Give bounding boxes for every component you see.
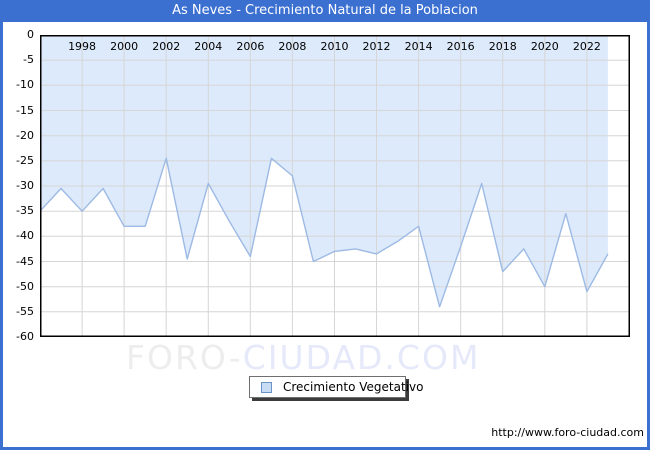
watermark: FORO-CIUDAD.COM xyxy=(126,338,480,377)
x-tick-label: 2008 xyxy=(278,40,307,53)
x-tick-label: 2012 xyxy=(362,40,391,53)
legend-label: Crecimiento Vegetativo xyxy=(283,380,424,394)
data-line xyxy=(40,157,609,308)
x-tick-label: 2014 xyxy=(404,40,433,53)
y-tick-label: -50 xyxy=(16,279,34,293)
x-tick-label: 2020 xyxy=(530,40,559,53)
y-tick-label: -5 xyxy=(23,53,34,67)
y-tick-label: -15 xyxy=(16,103,34,117)
area-fill-shape xyxy=(40,35,608,307)
x-tick-label: 2002 xyxy=(152,40,181,53)
y-tick-label: -35 xyxy=(16,204,34,218)
data-line-path xyxy=(40,157,609,308)
y-tick-label: -10 xyxy=(16,78,34,92)
y-tick-label: -60 xyxy=(16,330,34,343)
y-tick-label: -30 xyxy=(16,179,34,192)
legend-swatch-icon xyxy=(261,381,272,393)
x-tick-label: 1998 xyxy=(68,40,97,53)
x-tick-label: 2000 xyxy=(110,40,139,53)
x-tick-label: 2022 xyxy=(572,40,601,53)
chart-title: As Neves - Crecimiento Natural de la Pob… xyxy=(0,0,650,22)
legend-box: Crecimiento Vegetativo xyxy=(249,376,423,398)
watermark-text-right: CIUDAD.COM xyxy=(242,338,481,377)
y-tick-label: -55 xyxy=(16,304,34,318)
plot-area xyxy=(40,35,630,337)
y-tick-label: -25 xyxy=(16,153,34,167)
plot-border xyxy=(40,35,630,337)
y-tick-label: 0 xyxy=(27,28,34,41)
x-tick-label: 2004 xyxy=(194,40,223,53)
x-tick-label: 2016 xyxy=(446,40,475,53)
footer-url[interactable]: http://www.foro-ciudad.com xyxy=(491,426,644,439)
y-tick-label: -45 xyxy=(16,254,34,268)
x-tick-label: 2018 xyxy=(488,40,517,53)
y-tick-label: -40 xyxy=(16,229,34,243)
gridlines xyxy=(40,35,630,337)
x-tick-label: 2010 xyxy=(320,40,349,53)
x-tick-label: 2006 xyxy=(236,40,265,53)
area-fill xyxy=(40,35,608,307)
watermark-text-left: FORO- xyxy=(126,338,243,377)
y-tick-label: -20 xyxy=(16,128,34,142)
